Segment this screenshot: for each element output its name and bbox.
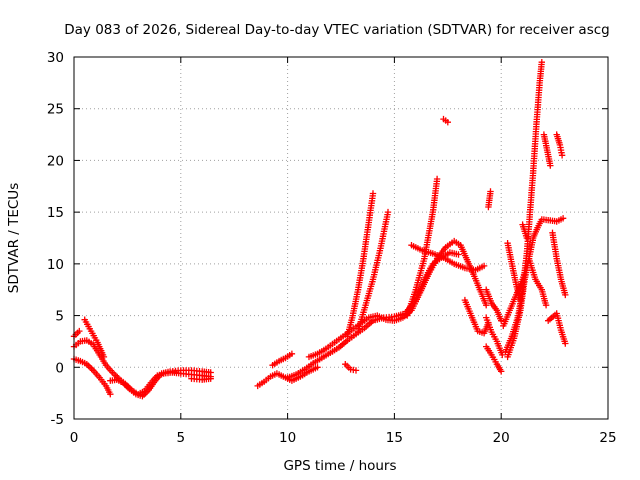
series-track-13 bbox=[354, 208, 392, 335]
data-point bbox=[498, 368, 505, 375]
chart-title: Day 083 of 2026, Sidereal Day-to-day VTE… bbox=[64, 22, 609, 38]
x-tick-label: 15 bbox=[386, 430, 403, 446]
data-point bbox=[538, 59, 545, 66]
series-track-26 bbox=[519, 221, 530, 242]
y-tick-label: 5 bbox=[55, 309, 64, 325]
y-tick-label: 25 bbox=[47, 102, 64, 118]
data-point bbox=[314, 364, 321, 371]
data-point bbox=[107, 391, 114, 398]
series-track-6 bbox=[188, 375, 214, 383]
data-point bbox=[559, 215, 567, 222]
series-track-18 bbox=[483, 343, 505, 375]
data-point bbox=[352, 367, 360, 374]
data-point bbox=[369, 190, 377, 197]
series-track-29 bbox=[549, 229, 569, 299]
series-track-14 bbox=[404, 175, 441, 319]
data-point bbox=[487, 188, 494, 195]
data-point bbox=[547, 162, 554, 169]
series-track-25 bbox=[504, 240, 524, 304]
data-point bbox=[562, 291, 569, 299]
x-tick-label: 0 bbox=[70, 430, 79, 446]
y-tick-label: 0 bbox=[55, 360, 64, 376]
series-track-28 bbox=[545, 310, 569, 347]
data-point bbox=[433, 175, 441, 183]
series-track-11 bbox=[342, 361, 360, 374]
y-tick-label: -5 bbox=[51, 412, 64, 428]
series-track-5 bbox=[107, 367, 214, 400]
data-point bbox=[498, 317, 505, 324]
series-track-24 bbox=[504, 255, 550, 361]
x-tick-label: 5 bbox=[177, 430, 186, 446]
series-track-2 bbox=[70, 355, 114, 398]
data-point bbox=[480, 262, 488, 270]
data-point bbox=[100, 353, 108, 361]
data-point bbox=[499, 351, 506, 359]
grid-lines bbox=[74, 57, 608, 419]
series-track-4 bbox=[81, 316, 108, 361]
data-point bbox=[384, 208, 392, 216]
data-point bbox=[207, 369, 214, 376]
data-point bbox=[483, 302, 490, 309]
series-track-30 bbox=[553, 131, 566, 159]
data-point bbox=[444, 119, 451, 126]
series-track-16 bbox=[440, 115, 451, 126]
data-point bbox=[288, 350, 296, 357]
y-tick-label: 20 bbox=[47, 153, 64, 169]
data-point bbox=[207, 375, 214, 382]
y-tick-label: 15 bbox=[47, 205, 64, 221]
data-point bbox=[562, 340, 569, 347]
x-tick-label: 20 bbox=[493, 430, 510, 446]
series-track-8 bbox=[269, 350, 296, 369]
y-tick-label: 30 bbox=[47, 50, 64, 66]
series-track-21 bbox=[483, 314, 506, 359]
x-tick-label: 25 bbox=[599, 430, 616, 446]
data-point bbox=[558, 152, 566, 159]
y-axis-label: SDTVAR / TECUs bbox=[6, 183, 22, 293]
series-track-20 bbox=[483, 286, 505, 324]
data-point bbox=[455, 251, 462, 258]
series-track-12 bbox=[344, 190, 377, 340]
y-tick-label: 10 bbox=[47, 257, 64, 273]
data-point bbox=[76, 327, 83, 335]
data-point bbox=[517, 296, 524, 304]
data-point bbox=[523, 234, 530, 242]
x-tick-label: 10 bbox=[279, 430, 296, 446]
series-track-27 bbox=[540, 131, 554, 169]
x-axis-label: GPS time / hours bbox=[283, 458, 396, 474]
series-track-10 bbox=[305, 237, 490, 361]
series-track-15 bbox=[408, 242, 488, 274]
plot-frame bbox=[73, 56, 609, 420]
axis-ticks: 0 5 10 15 20 25 -5 0 5 10 15 20 25 30 bbox=[47, 50, 617, 446]
data-marks bbox=[70, 59, 569, 400]
series-track-3 bbox=[70, 327, 83, 340]
series-track-19 bbox=[485, 188, 494, 211]
data-point bbox=[542, 302, 550, 309]
